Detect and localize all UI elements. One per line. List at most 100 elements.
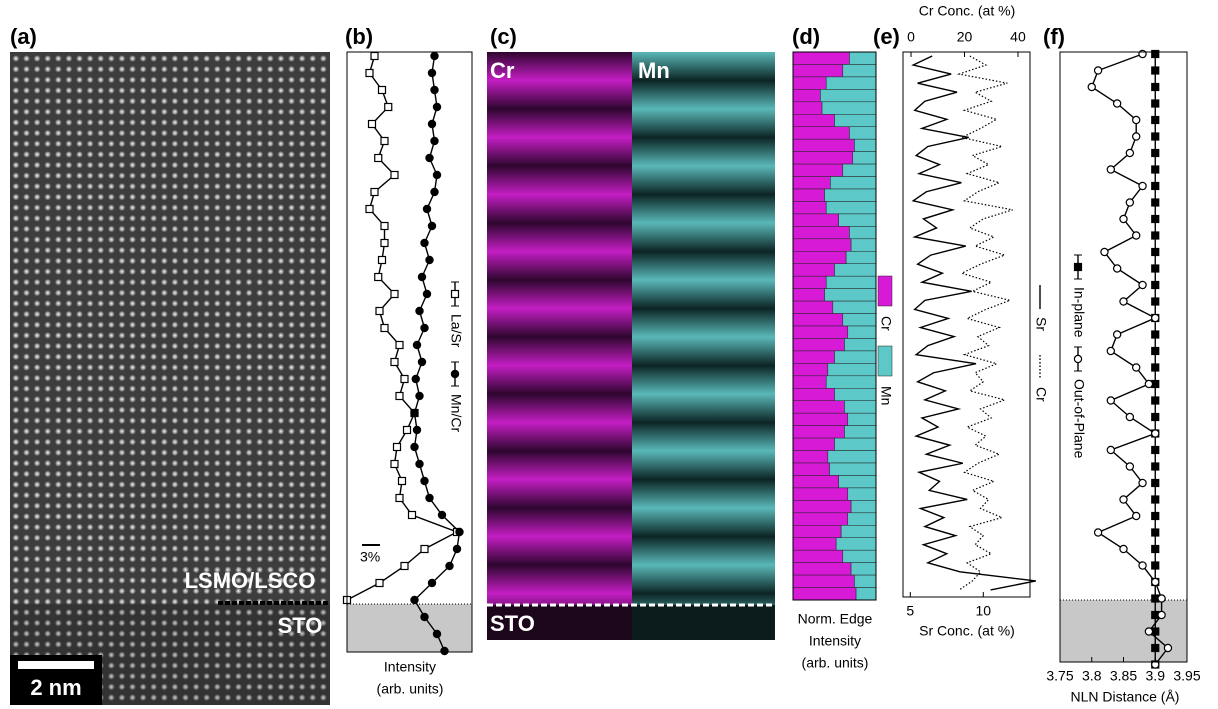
bar-segment	[855, 587, 877, 601]
bar-segment	[792, 537, 837, 551]
cr-map	[487, 52, 632, 605]
legend-label: In-plane	[1071, 287, 1087, 338]
bar-segment	[792, 238, 852, 252]
marker	[370, 51, 379, 61]
marker	[1131, 231, 1141, 240]
bar-segment	[792, 288, 825, 302]
legend-swatch	[877, 345, 893, 377]
bar-segment	[792, 425, 845, 439]
marker	[427, 221, 437, 231]
bar-segment	[842, 549, 877, 563]
legend-swatch	[877, 275, 893, 307]
marker	[1151, 148, 1160, 158]
bar-segment	[792, 437, 835, 451]
bar-segment	[792, 101, 823, 115]
marker	[1151, 643, 1160, 653]
bar-segment	[792, 300, 834, 314]
marker	[1087, 82, 1096, 92]
marker	[1138, 561, 1147, 570]
marker	[1125, 412, 1135, 422]
bar-segment	[825, 76, 877, 90]
marker	[427, 119, 437, 129]
bar-segment	[842, 313, 877, 327]
bar-segment	[830, 176, 877, 190]
marker	[365, 204, 374, 214]
bar-segment	[792, 475, 839, 489]
substrate-region	[347, 604, 472, 652]
bar-segment	[832, 300, 877, 314]
marker	[1073, 354, 1083, 364]
series	[956, 55, 1013, 591]
bar-segment	[834, 437, 877, 451]
marker	[1157, 610, 1166, 620]
marker	[410, 408, 419, 418]
x-tick-label: 3.85	[1110, 668, 1137, 684]
bar-segment	[838, 475, 877, 489]
plot-frame	[1059, 51, 1188, 663]
marker	[1131, 132, 1141, 141]
bar-segment	[840, 525, 877, 538]
marker	[430, 136, 439, 146]
marker	[1151, 544, 1160, 554]
bar-segment	[792, 562, 852, 576]
marker	[1112, 264, 1122, 273]
marker	[1163, 643, 1173, 653]
marker	[380, 323, 389, 333]
marker	[1151, 313, 1160, 323]
bar-segment	[792, 226, 850, 240]
marker	[1151, 198, 1160, 207]
bar-segment	[847, 512, 877, 526]
marker	[400, 561, 409, 571]
x-tick-label: 5	[906, 603, 914, 619]
bar-segment	[792, 188, 825, 202]
bar-segment	[850, 238, 877, 252]
marker	[1151, 429, 1160, 438]
annotation: STO	[278, 613, 323, 638]
marker	[450, 369, 460, 379]
bar-segment	[825, 375, 877, 389]
marker	[1151, 49, 1160, 59]
marker	[420, 238, 429, 248]
x-tick-label: 3.9	[1146, 668, 1166, 684]
series-line	[956, 55, 1013, 591]
marker	[1151, 363, 1160, 372]
marker	[390, 289, 399, 299]
bar-segment	[792, 587, 857, 601]
bar-segment	[852, 151, 877, 165]
bar-segment	[792, 201, 827, 215]
marker	[427, 578, 437, 588]
marker	[425, 153, 434, 163]
marker	[1151, 577, 1160, 587]
marker	[412, 340, 422, 350]
plot-frame	[902, 51, 1031, 598]
series	[410, 51, 464, 656]
marker	[390, 170, 399, 180]
legend-label: La/Sr	[448, 314, 464, 348]
marker	[392, 442, 402, 452]
series-line	[911, 55, 1036, 591]
bar-segment	[825, 201, 877, 215]
marker	[430, 85, 439, 95]
bar-segment	[792, 325, 849, 339]
panel-label: (a)	[10, 24, 37, 49]
marker	[1151, 247, 1160, 257]
marker	[1151, 561, 1160, 570]
marker	[1125, 148, 1135, 158]
marker	[402, 425, 412, 435]
marker	[440, 646, 449, 656]
marker	[1151, 346, 1160, 356]
bar-segment	[792, 89, 821, 103]
marker	[365, 68, 374, 78]
marker	[417, 357, 427, 367]
bar-segment	[792, 138, 855, 152]
bar-segment	[792, 64, 844, 78]
series-line	[1090, 53, 1169, 665]
mn-map	[632, 52, 775, 605]
marker	[1151, 99, 1160, 108]
marker	[375, 578, 384, 588]
series	[342, 51, 462, 605]
marker	[1131, 115, 1141, 125]
axis-label: Cr Conc. (at %)	[919, 3, 1015, 19]
marker	[384, 102, 393, 112]
